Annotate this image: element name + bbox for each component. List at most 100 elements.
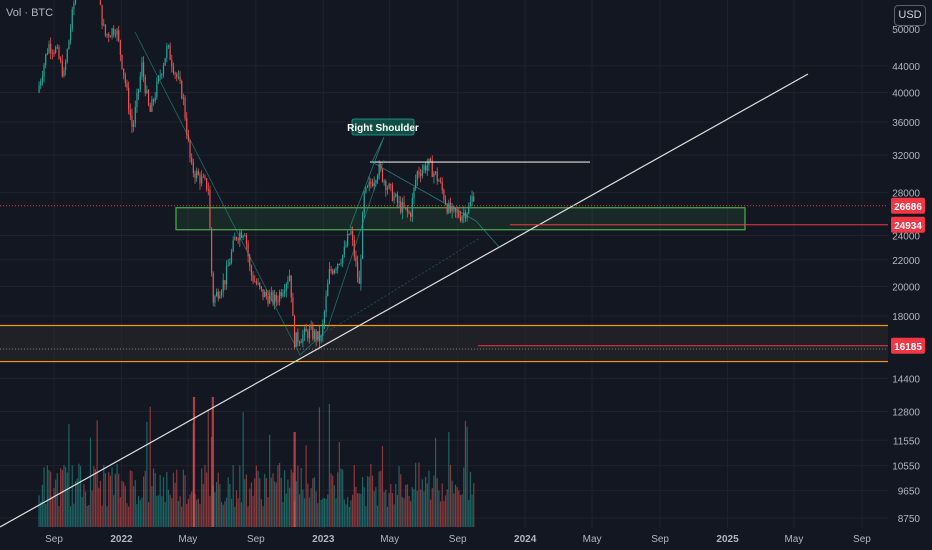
candle-body	[222, 280, 224, 292]
volume-bar	[142, 476, 145, 527]
volume-bar	[83, 484, 85, 527]
volume-bar	[371, 475, 374, 527]
volume-bar	[108, 472, 110, 527]
y-tick-label: 40000	[892, 88, 920, 99]
candle-body	[146, 90, 148, 93]
volume-bar	[456, 487, 458, 527]
volume-bar	[118, 473, 120, 527]
candle-body	[167, 45, 170, 47]
volume-bar	[395, 484, 397, 527]
candle-body	[260, 286, 262, 290]
candle-body	[279, 292, 281, 302]
candle-body	[290, 275, 292, 298]
volume-bar	[398, 466, 400, 527]
volume-bar	[453, 493, 455, 527]
candle-body	[108, 34, 110, 37]
volume-bar	[312, 478, 314, 527]
volume-bar	[468, 500, 470, 527]
candle-body	[453, 206, 455, 208]
y-tick-label: 12800	[892, 407, 920, 418]
volume-bar	[186, 503, 188, 527]
time-axis[interactable]: Sep 2022 May Sep 2023 May Sep 2024 May Sep 2025 May…	[45, 534, 871, 545]
candle-body	[320, 335, 322, 342]
volume-bar	[282, 502, 284, 527]
volume-bar	[356, 493, 359, 527]
candle-body	[119, 40, 121, 55]
candle-body	[456, 211, 458, 213]
candle-body	[161, 74, 163, 76]
volume-bar	[43, 467, 45, 527]
x-tick-label: 2023	[312, 534, 335, 545]
candle-body	[139, 76, 141, 90]
volume-bar	[252, 495, 254, 527]
candle-body	[371, 183, 374, 186]
candle-body	[196, 171, 198, 179]
volume-bar	[234, 506, 236, 527]
volume-bar	[308, 497, 311, 527]
volume-bar	[297, 465, 299, 527]
volume-bar	[348, 506, 350, 527]
volume-bar	[147, 502, 150, 527]
candle-body	[40, 81, 42, 86]
volume-bar	[443, 501, 445, 527]
volume-bar	[318, 407, 321, 527]
volume-bar	[151, 486, 153, 527]
y-tick-label: 28000	[892, 188, 920, 199]
volume-bar	[187, 498, 189, 527]
candle-body	[232, 240, 234, 252]
volume-bar	[167, 489, 170, 527]
volume-bar	[242, 412, 244, 527]
candle-body	[181, 81, 183, 99]
volume-bar	[415, 462, 417, 527]
candle-body	[224, 280, 226, 285]
candle-body	[386, 188, 389, 190]
candle-body	[365, 187, 367, 193]
volume-bar	[69, 506, 72, 527]
currency-button[interactable]: USD	[894, 5, 926, 26]
candle-body	[288, 275, 291, 281]
volume-bar	[464, 420, 467, 527]
volume-bar	[172, 472, 175, 527]
candle-body	[186, 118, 188, 135]
volume-bar	[58, 506, 60, 527]
candle-body	[345, 245, 347, 247]
candle-body	[128, 87, 130, 110]
candle-body	[355, 256, 357, 262]
candle-body	[327, 283, 329, 297]
volume-bar	[202, 483, 204, 527]
volume-bar	[343, 499, 345, 527]
volume-bar	[166, 472, 168, 527]
volume-bar	[161, 496, 163, 527]
volume-bar	[434, 437, 437, 527]
volume-bar	[63, 464, 65, 527]
volume-bar	[229, 483, 231, 527]
candle-body	[451, 206, 453, 212]
candle-body	[305, 328, 307, 332]
volume-bar	[401, 496, 403, 527]
x-tick-label: May	[380, 534, 399, 545]
volume-bar	[315, 491, 317, 527]
candle-body	[269, 294, 271, 304]
price-axis[interactable]: 8750965010550115501280014400160001800020…	[892, 25, 920, 525]
candle-body	[61, 60, 63, 77]
y-tick-label: 20000	[892, 283, 920, 294]
candle-body	[385, 180, 387, 190]
volume-bar	[284, 470, 286, 527]
volume-bar	[239, 465, 241, 527]
candle-body	[240, 232, 243, 238]
volume-bar	[106, 506, 108, 527]
candle-body	[234, 237, 236, 241]
y-tick-label: 14400	[892, 375, 920, 386]
candle-body	[473, 196, 475, 202]
volume-bar	[139, 500, 141, 527]
y-tick-label: 32000	[892, 151, 920, 162]
volume-bar	[177, 500, 180, 527]
candle-body	[416, 171, 418, 180]
candle-body	[265, 291, 267, 297]
candle-body	[249, 256, 251, 267]
volume-bar	[302, 489, 304, 527]
candle-body	[123, 68, 125, 76]
candle-body	[274, 294, 276, 304]
volume-bar	[123, 482, 125, 527]
